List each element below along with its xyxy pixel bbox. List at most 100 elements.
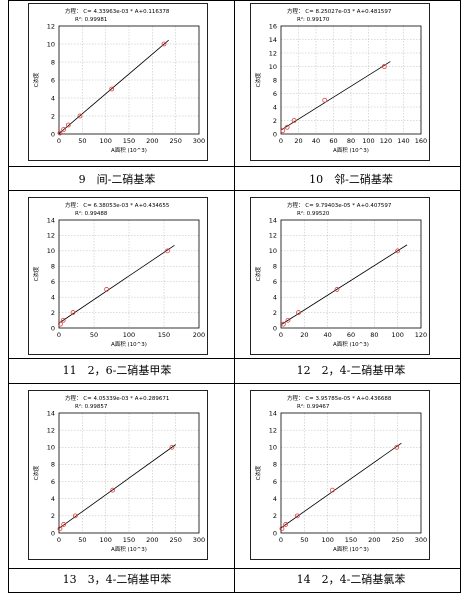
chart-panel-1: 方程： C= 4.33963e-03 * A+0.116378 R²: 0.999… [28,3,208,161]
y-tick-label: 4 [273,495,277,503]
x-tick-label: 60 [347,331,355,339]
y-tick-label: 6 [51,278,55,286]
y-tick-label: 10 [47,247,55,255]
data-point [165,248,170,254]
x-tick-label: 40 [312,137,320,145]
data-point [381,64,387,69]
x-tick-label: 0 [279,137,283,145]
y-tick-label: 4 [273,293,277,301]
data-point [285,317,291,323]
y-tick-label: 12 [47,232,55,240]
x-tick-label: 60 [329,137,337,145]
x-axis-label: A面积 (10^3) [111,341,147,348]
x-tick-label: 200 [368,536,380,544]
x-tick-label: 200 [146,536,158,544]
data-point [65,122,71,128]
data-point [70,310,76,315]
y-tick-label: 2 [273,512,277,520]
x-tick-label: 250 [169,137,181,145]
y-tick-label: 2 [51,512,55,520]
y-tick-label: 0 [51,529,55,537]
plot-area-frame [58,412,200,534]
caption-10: 10 邻-二硝基苯 [309,173,393,186]
y-tick-label: 0 [273,529,277,537]
data-point [61,522,67,527]
x-tick-label: 150 [123,137,135,145]
x-tick-label: 50 [78,137,86,145]
data-point [77,113,83,119]
y-tick-label: 8 [273,461,277,469]
y-tick-label: 4 [51,293,55,301]
x-tick-label: 200 [193,331,205,339]
y-tick-label: 8 [51,58,55,66]
regression-line [280,244,408,326]
data-point [394,444,400,450]
equation-label: 方程： C= 4.33963e-03 * A+0.116378 [65,7,170,15]
regression-line [280,442,402,529]
data-point [57,321,63,327]
x-tick-label: 0 [57,331,61,339]
x-tick-label: 160 [415,137,427,145]
r-squared-label: R²: 0.99467 [297,403,330,410]
caption-9: 9 间-二硝基苯 [78,173,156,186]
x-axis-label: A面积 (10^3) [111,546,147,553]
y-tick-label: 0 [273,130,277,138]
y-axis-label: C浓度 [254,465,262,480]
data-point [104,287,109,292]
y-tick-label: 10 [269,247,277,255]
y-tick-label: 6 [51,76,55,84]
data-point [280,128,286,134]
y-tick-label: 16 [269,22,277,30]
y-tick-label: 12 [269,49,277,57]
x-tick-label: 0 [279,331,283,339]
equation-label: 方程： C= 8.25027e-03 * A+0.481597 [287,7,392,15]
x-tick-label: 300 [193,536,205,544]
x-tick-label: 50 [90,331,98,339]
data-point [60,317,66,323]
y-tick-label: 2 [51,112,55,120]
data-point [294,513,300,519]
x-tick-label: 100 [99,536,111,544]
chart-panel-4: 方程： C= 9.79403e-05 * A+0.407597 R²: 0.995… [250,197,430,355]
y-tick-label: 2 [51,309,55,317]
x-tick-label: 40 [324,331,332,339]
x-tick-label: 100 [99,137,111,145]
x-tick-label: 250 [391,536,403,544]
y-tick-label: 8 [51,263,55,271]
regression-line [58,39,169,134]
y-tick-label: 12 [47,426,55,434]
x-tick-label: 80 [370,331,378,339]
data-point [284,124,290,130]
caption-11: 11 2，6-二硝基甲苯 [62,364,172,377]
y-tick-label: 0 [51,324,55,332]
y-axis-label: C浓度 [32,465,40,480]
y-tick-label: 10 [269,444,277,452]
regression-line [280,61,391,131]
x-tick-label: 80 [347,137,355,145]
x-tick-label: 100 [321,536,333,544]
y-tick-label: 14 [47,216,55,224]
x-tick-label: 20 [300,331,308,339]
y-tick-label: 10 [47,444,55,452]
x-tick-label: 200 [146,137,158,145]
x-axis-label: A面积 (10^3) [333,546,369,553]
data-point [161,41,167,47]
data-point [169,444,175,450]
y-axis-label: C浓度 [254,266,262,281]
chart-panel-5: 方程： C= 4.05339e-03 * A+0.289671 R²: 0.998… [28,390,208,560]
x-tick-label: 50 [78,536,86,544]
equation-label: 方程： C= 6.38053e-03 * A+0.434655 [65,201,170,209]
x-tick-label: 0 [57,536,61,544]
y-tick-label: 4 [51,495,55,503]
table-column-divider [234,0,235,593]
x-tick-label: 150 [158,331,170,339]
x-axis-label: A面积 (10^3) [111,147,147,154]
x-tick-label: 0 [57,137,61,145]
y-axis-label: C浓度 [32,266,40,281]
r-squared-label: R²: 0.99857 [75,403,108,410]
y-tick-label: 10 [269,63,277,71]
chart-panel-6: 方程： C= 3.95785e-05 * A+0.436688 R²: 0.994… [250,390,430,560]
y-tick-label: 12 [47,22,55,30]
regression-line [58,244,175,324]
data-point [296,310,301,315]
